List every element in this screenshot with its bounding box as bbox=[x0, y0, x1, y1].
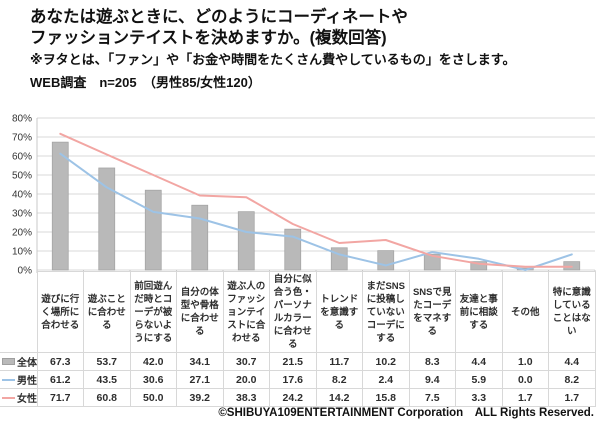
category-label: トレンドを意識する bbox=[315, 271, 363, 353]
bar-全体 bbox=[470, 261, 488, 271]
y-tick-label: 60% bbox=[12, 152, 32, 163]
value-cell: 1.7 bbox=[501, 388, 549, 407]
value-cell: 4.4 bbox=[455, 352, 503, 371]
value-cell: 38.3 bbox=[222, 388, 270, 407]
value-cell: 20.0 bbox=[222, 370, 270, 389]
category-label: 友達と事前に相談する bbox=[455, 271, 503, 353]
survey-sample-info: WEB調査 n=205 （男性85/女性120） bbox=[30, 75, 261, 90]
chart-title-line-1: あなたは遊ぶときに、どのようにコーディネートや bbox=[30, 8, 408, 26]
value-cell: 11.7 bbox=[315, 352, 363, 371]
value-cell: 0.0 bbox=[501, 370, 549, 389]
value-cell: 7.5 bbox=[408, 388, 456, 407]
value-cell: 15.8 bbox=[362, 388, 410, 407]
series-legend-cell: 男性 bbox=[0, 370, 38, 389]
bar-全体 bbox=[284, 228, 302, 271]
series-name: 男性 bbox=[17, 376, 37, 387]
chart-plot-area: 0% 10% 20% 30% 40% 50% 60% 70% 80% bbox=[12, 114, 596, 277]
category-header-row: 遊びに行く場所に合わせる 遊ぶことに合わせる 前回遊んだ時とコーデが被らないようにす… bbox=[0, 271, 596, 353]
value-cell: 24.2 bbox=[269, 388, 317, 407]
bar-全体 bbox=[423, 253, 441, 271]
value-cell: 3.3 bbox=[455, 388, 503, 407]
bar-全体 bbox=[191, 204, 209, 271]
value-cell: 21.5 bbox=[269, 352, 317, 371]
combo-chart: 0% 10% 20% 30% 40% 50% 60% 70% 80% bbox=[0, 103, 600, 277]
value-cell: 8.2 bbox=[548, 370, 596, 389]
value-cell: 8.3 bbox=[408, 352, 456, 371]
y-tick-label: 30% bbox=[12, 209, 32, 220]
corner-cell bbox=[0, 271, 38, 353]
value-cell: 10.2 bbox=[362, 352, 410, 371]
value-cell: 4.4 bbox=[548, 352, 596, 371]
series-name: 全体 bbox=[17, 358, 37, 369]
value-cell: 61.2 bbox=[36, 370, 84, 389]
value-cell: 71.7 bbox=[36, 388, 84, 407]
category-label: 遊びに行く場所に合わせる bbox=[36, 271, 84, 353]
category-label: 自分に似合う色・パーソナルカラーに合わせる bbox=[269, 271, 317, 353]
table-row-女性: 女性 71.7 60.8 50.0 39.2 38.3 24.2 14.2 15.8 7.5 3.3… bbox=[0, 388, 596, 407]
category-label: まだSNSに投稿していないコーデにする bbox=[362, 271, 410, 353]
header-block: あなたは遊ぶときに、どのようにコーディネートや ファッションテイストを決めますか… bbox=[30, 7, 590, 91]
value-cell: 5.9 bbox=[455, 370, 503, 389]
line-女性 bbox=[59, 132, 573, 268]
value-cell: 42.0 bbox=[129, 352, 177, 371]
category-label: SNSで見たコーデをマネする bbox=[408, 271, 456, 353]
category-label: その他 bbox=[501, 271, 549, 353]
y-tick-label: 80% bbox=[12, 114, 32, 125]
legend-bar-swatch bbox=[2, 358, 15, 365]
value-cell: 30.7 bbox=[222, 352, 270, 371]
value-cell: 27.1 bbox=[176, 370, 224, 389]
table-row-全体: 全体 67.3 53.7 42.0 34.1 30.7 21.5 11.7 10.2 8.3 4.4… bbox=[0, 352, 596, 371]
value-cell: 8.2 bbox=[315, 370, 363, 389]
value-cell: 39.2 bbox=[176, 388, 224, 407]
bar-全体 bbox=[377, 250, 395, 271]
legend-line-swatch bbox=[2, 378, 15, 381]
category-label: 前回遊んだ時とコーデが被らないようにする bbox=[129, 271, 177, 353]
series-name: 女性 bbox=[17, 394, 37, 405]
series-legend-cell: 女性 bbox=[0, 388, 38, 407]
bar-全体 bbox=[98, 167, 116, 271]
category-label: 遊ぶ人のファッションテイストに合わせる bbox=[222, 271, 270, 353]
y-tick-label: 50% bbox=[12, 171, 32, 182]
series-legend-cell: 全体 bbox=[0, 352, 38, 371]
bar-全体 bbox=[51, 141, 69, 271]
value-cell: 43.5 bbox=[83, 370, 131, 389]
bar-全体 bbox=[237, 211, 255, 271]
value-cell: 34.1 bbox=[176, 352, 224, 371]
bar-全体 bbox=[144, 189, 162, 271]
y-tick-label: 10% bbox=[12, 247, 32, 258]
value-cell: 50.0 bbox=[129, 388, 177, 407]
value-cell: 53.7 bbox=[83, 352, 131, 371]
data-table: 遊びに行く場所に合わせる 遊ぶことに合わせる 前回遊んだ時とコーデが被らないようにす… bbox=[0, 271, 596, 407]
category-label: 自分の体型や骨格に合わせる bbox=[176, 271, 224, 353]
value-cell: 14.2 bbox=[315, 388, 363, 407]
category-label: 特に意識していることはない bbox=[548, 271, 596, 353]
legend-line-swatch bbox=[2, 396, 15, 399]
value-cell: 30.6 bbox=[129, 370, 177, 389]
value-cell: 1.0 bbox=[501, 352, 549, 371]
value-cell: 9.4 bbox=[408, 370, 456, 389]
copyright-notice: ©SHIBUYA109ENTERTAINMENT Corporation ALL… bbox=[218, 407, 594, 419]
bar-全体 bbox=[330, 247, 348, 271]
value-cell: 2.4 bbox=[362, 370, 410, 389]
y-tick-label: 40% bbox=[12, 190, 32, 201]
chart-title-line-2: ファッションテイストを決めますか。(複数回答) bbox=[30, 29, 387, 47]
value-cell: 60.8 bbox=[83, 388, 131, 407]
y-tick-label: 70% bbox=[12, 133, 32, 144]
table-row-男性: 男性 61.2 43.5 30.6 27.1 20.0 17.6 8.2 2.4 9.4 5.9 0.… bbox=[0, 370, 596, 389]
line-男性 bbox=[59, 152, 573, 271]
definition-note: ※ヲタとは、「ファン」や「お金や時間をたくさん費やしているもの」をさします。 bbox=[30, 52, 516, 67]
y-tick-label: 20% bbox=[12, 228, 32, 239]
y-tick-label: 0% bbox=[18, 266, 33, 276]
category-label: 遊ぶことに合わせる bbox=[83, 271, 131, 353]
value-cell: 17.6 bbox=[269, 370, 317, 389]
data-table-wrap: 遊びに行く場所に合わせる 遊ぶことに合わせる 前回遊んだ時とコーデが被らないようにす… bbox=[0, 271, 596, 407]
value-cell: 67.3 bbox=[36, 352, 84, 371]
value-cell: 1.7 bbox=[548, 388, 596, 407]
